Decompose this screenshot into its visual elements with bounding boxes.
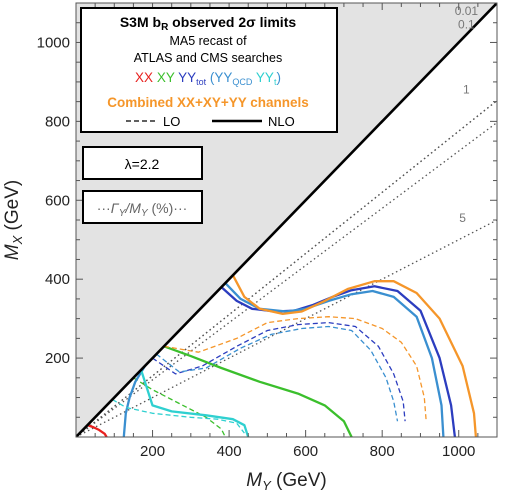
series-yy-qcd-lo-9 [156,325,399,422]
x-tick-label-4: 1000 [442,443,475,460]
legend-lo-label: LO [163,114,180,129]
series-yy-tot-lo-8 [152,321,406,422]
series-yy-t-lo-5 [112,398,245,434]
y-tick-label-2: 600 [45,192,70,209]
lambda-label: λ=2.2 [125,156,160,172]
y-axis-title: MX (GeV) [2,180,25,260]
series-yy-t-nlo-4 [140,369,250,437]
y-tick-label-0: 200 [45,350,70,367]
width-contour-label-1: 0.1 [458,18,475,32]
width-contour-label-0: 0.01 [455,4,479,18]
legend-box [80,7,338,133]
y-tick-label-4: 1000 [37,34,70,51]
width-label: ···ΓY/MY (%)··· [97,200,188,219]
legend-title: S3M bR observed 2σ limits [120,14,297,33]
legend-combined: Combined XX+XY+YY channels [107,95,309,110]
x-tick-label-0: 200 [140,443,165,460]
y-tick-label-1: 400 [45,271,70,288]
series-xy-lo-2 [133,377,226,437]
width-box [82,190,203,224]
axes: 200 400 600 800 1000 200 400 600 800 1000 MY (GeV)… [2,2,498,493]
width-contour-label-2: 1 [463,83,470,97]
width-contour-label-3: 5 [459,211,466,225]
series-combined-nlo-10 [231,274,478,437]
lambda-box [82,146,203,180]
series-xx-nlo-0 [87,424,108,437]
width-contour-2 [76,121,497,437]
legend-subtitle-1: MA5 recast of [169,34,247,48]
legend-channels: XX XY YYtot (YYQCD YYt) [135,70,281,87]
y-tick-label-3: 800 [45,113,70,130]
legend-nlo-label: NLO [268,114,295,129]
series-yy-tot-nlo-6 [220,285,457,437]
diagonal-boundary [76,3,497,437]
x-tick-label-2: 600 [293,443,318,460]
x-tick-label-3: 800 [370,443,395,460]
series-combined-lo-11 [163,316,427,422]
series-yy-qcd-nlo-3 [122,365,146,437]
legend-subtitle-2: ATLAS and CMS searches [134,51,282,65]
x-tick-label-1: 400 [217,443,242,460]
series-xy-nlo-1 [163,345,353,437]
x-axis-title: MY (GeV) [246,470,326,493]
